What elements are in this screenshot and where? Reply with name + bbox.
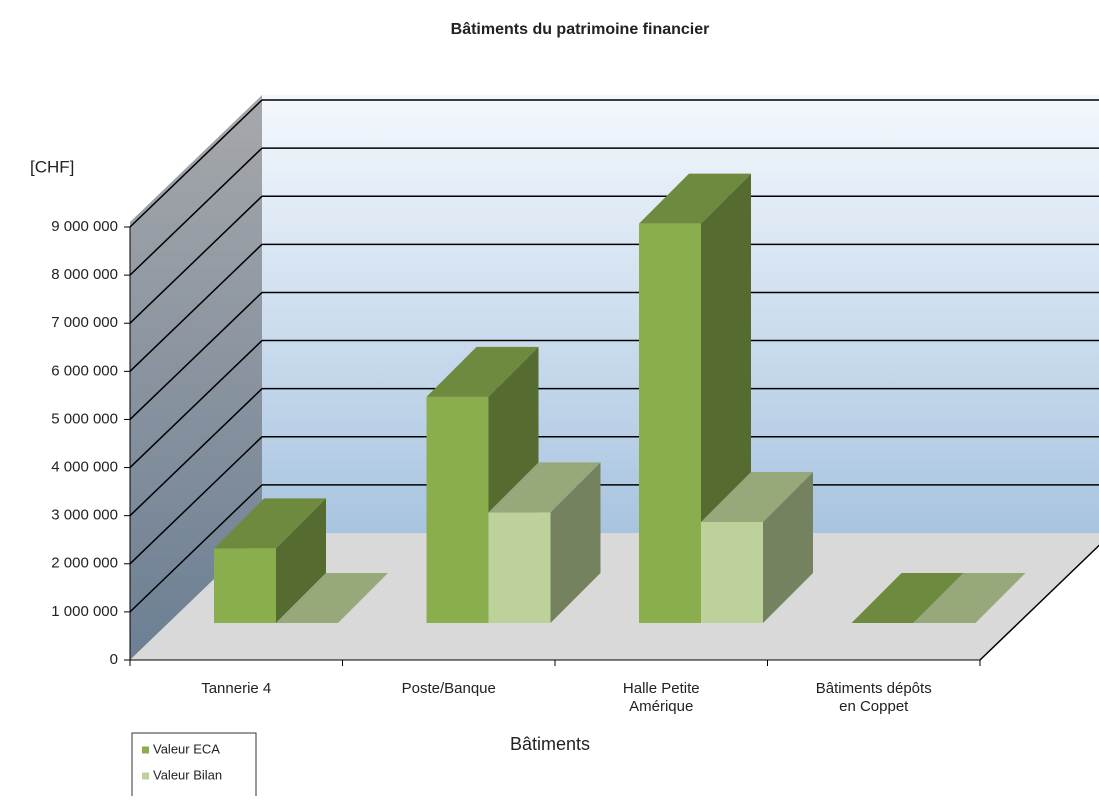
y-tick-label: 2 000 000 <box>51 555 118 572</box>
y-tick-label: 4 000 000 <box>51 459 118 476</box>
floor <box>130 533 1099 660</box>
grid-line <box>129 340 263 469</box>
side-wall <box>130 95 262 660</box>
legend-label: Valeur ECA <box>153 741 220 756</box>
bar-top <box>851 573 964 623</box>
y-tick-label: 1 000 000 <box>51 603 118 620</box>
grid-line <box>129 388 263 517</box>
bar-top <box>701 471 813 522</box>
grid-line <box>129 99 263 228</box>
x-tick-label: Bâtiments dépôts en Coppet <box>816 680 932 715</box>
bar-side <box>550 462 601 623</box>
legend-label: Valeur Bilan <box>153 767 222 782</box>
floor-edge <box>979 544 1099 661</box>
grid-line <box>129 436 263 565</box>
bar <box>214 548 276 623</box>
bar-top <box>214 498 326 549</box>
grid-line <box>129 291 263 420</box>
bar-side <box>763 471 813 623</box>
y-tick-label: 9 000 000 <box>51 218 118 235</box>
y-tick-label: 7 000 000 <box>51 314 118 331</box>
y-tick-label: 6 000 000 <box>51 362 118 379</box>
grid-line <box>129 147 263 276</box>
grid-line <box>129 195 263 324</box>
bar <box>639 223 701 623</box>
bar-side <box>276 498 326 623</box>
bar <box>701 521 763 623</box>
y-tick-label: 8 000 000 <box>51 266 118 283</box>
bar-top <box>639 173 751 224</box>
bar-top <box>426 346 539 397</box>
x-tick-label: Poste/Banque <box>402 680 496 697</box>
legend-marker <box>142 772 149 780</box>
x-axis-label: Bâtiments <box>510 734 590 754</box>
bar-top <box>488 462 601 513</box>
x-tick-label: Tannerie 4 <box>201 680 271 697</box>
y-tick-label: 5 000 000 <box>51 410 118 427</box>
y-tick-label: 0 <box>110 651 118 668</box>
chart-title: Bâtiments du patrimoine financier <box>451 21 710 38</box>
grid-line <box>129 243 263 372</box>
legend-marker <box>142 746 149 754</box>
bar <box>426 396 489 623</box>
y-tick-label: 3 000 000 <box>51 507 118 524</box>
grid-line <box>129 484 263 613</box>
bar-top <box>276 573 388 623</box>
x-tick-label: Halle Petite Amérique <box>623 680 700 715</box>
bar <box>488 512 551 623</box>
y-axis-label: [CHF] <box>30 157 74 176</box>
bar-top <box>913 573 1026 623</box>
